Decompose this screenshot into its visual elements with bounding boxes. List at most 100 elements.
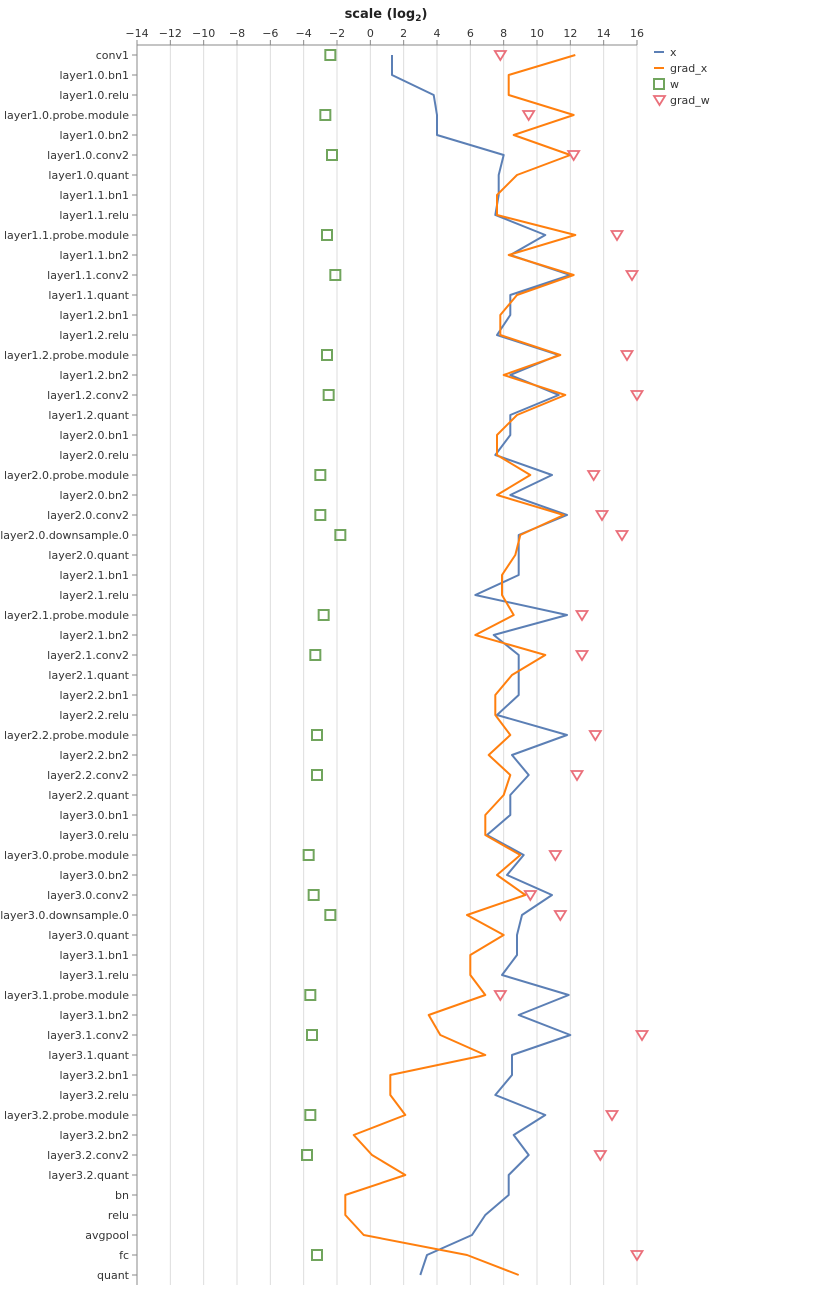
x-tick-label: −4 (296, 27, 312, 40)
y-tick-label: layer1.1.bn1 (59, 189, 129, 202)
y-tick-label: layer2.1.relu (59, 589, 129, 602)
y-tick-label: layer1.2.relu (59, 329, 129, 342)
series-grad-w-point (624, 270, 640, 282)
x-tick-label: 10 (530, 27, 544, 40)
series-w-point (319, 109, 332, 121)
series-grad-w-point (574, 610, 590, 622)
legend-w-label: w (670, 78, 679, 91)
y-tick-label: layer2.1.bn2 (59, 629, 129, 642)
series-grad-x-line (344, 54, 577, 1276)
y-tick-label: layer1.0.quant (48, 169, 129, 182)
series-grad-w-point (566, 150, 581, 162)
y-tick-label: layer1.2.conv2 (47, 389, 129, 402)
x-tick-label: −12 (159, 27, 182, 40)
series-w-point (311, 1249, 323, 1261)
series-grad-w-point (593, 1150, 608, 1162)
series-grad-w-point (588, 730, 603, 742)
x-tick-label: 12 (563, 27, 577, 40)
series-grad-w-point (569, 770, 585, 782)
series-grad-w-point (553, 910, 568, 922)
series-grad-w-point (493, 990, 508, 1002)
y-tick-label: layer3.1.relu (59, 969, 129, 982)
x-tick-label: 16 (630, 27, 644, 40)
series-grad-w-point (629, 1250, 645, 1262)
series-w-point (324, 909, 337, 921)
series-x-line (391, 55, 572, 1276)
y-tick-label: layer2.1.bn1 (59, 569, 129, 582)
y-tick-label: layer1.0.probe.module (4, 109, 129, 122)
y-tick-label: layer2.2.quant (48, 789, 129, 802)
y-tick-label: layer1.0.conv2 (47, 149, 129, 162)
y-tick-label: layer2.2.bn2 (59, 749, 129, 762)
y-tick-label: layer2.0.bn2 (59, 489, 129, 502)
y-tick-label: layer1.2.bn1 (59, 309, 129, 322)
series-w-point (309, 649, 322, 661)
y-tick-label: layer3.0.downsample.0 (0, 909, 129, 922)
y-tick-label: layer2.2.probe.module (4, 729, 129, 742)
x-tick-label: −8 (229, 27, 245, 40)
y-tick-label: layer3.2.relu (59, 1089, 129, 1102)
y-tick-label: layer3.1.conv2 (47, 1029, 129, 1042)
y-tick-label: layer2.0.downsample.0 (0, 529, 129, 542)
y-tick-label: layer2.0.probe.module (4, 469, 129, 482)
y-tick-label: layer2.0.quant (48, 549, 129, 562)
y-tick-label: layer1.0.bn1 (59, 69, 129, 82)
series-w-point (307, 889, 320, 901)
y-tick-label: layer1.2.bn2 (59, 369, 129, 382)
y-tick-label: layer1.1.conv2 (47, 269, 129, 282)
y-tick-label: layer2.0.conv2 (47, 509, 129, 522)
series-grad-w-point (594, 510, 610, 522)
series-w-point (322, 389, 335, 401)
series-grad-w-point (574, 650, 590, 662)
grid-lines (136, 45, 638, 1285)
series-w-point (301, 1149, 313, 1161)
legend-grad-x-label: grad_x (670, 62, 708, 75)
y-tick-label: layer3.1.bn2 (59, 1009, 129, 1022)
y-tick-label: layer1.1.quant (48, 289, 129, 302)
x-tick-label: 6 (467, 27, 474, 40)
y-tick-label: layer2.1.probe.module (4, 609, 129, 622)
y-tick-label: quant (97, 1269, 130, 1282)
y-tick-label: layer2.0.bn1 (59, 429, 129, 442)
x-tick-label: −6 (262, 27, 278, 40)
series-grad-w-point (493, 50, 508, 62)
series-grad-w-point (523, 890, 538, 902)
y-tick-label: layer3.0.conv2 (47, 889, 129, 902)
y-tick-label: layer3.1.bn1 (59, 949, 129, 962)
y-tick-label: layer1.1.bn2 (59, 249, 129, 262)
y-tick-label: layer3.2.conv2 (47, 1149, 129, 1162)
y-tick-label: layer3.0.bn2 (59, 869, 129, 882)
legend-w-symbol (653, 78, 665, 90)
x-tick-label: 2 (400, 27, 407, 40)
legend-x-label: x (670, 46, 677, 59)
y-tick-label: layer3.2.quant (48, 1169, 129, 1182)
x-tick-label: −10 (192, 27, 215, 40)
series-grad-w-point (548, 850, 563, 862)
series-w-point (329, 269, 342, 281)
x-tick-label: 4 (434, 27, 441, 40)
x-axis: scale (log2) −14 −12 −10 −8 −6 −4 −2 0 2 4 6 8 10 12 1… (125, 7, 644, 45)
series-grad-w-point (629, 390, 645, 402)
x-tick-label: −14 (125, 27, 148, 40)
y-tick-label: layer1.0.relu (59, 89, 129, 102)
y-tick-label: layer3.1.probe.module (4, 989, 129, 1002)
plot-frame (136, 44, 637, 1285)
x-axis-title-end: ) (421, 7, 427, 22)
y-tick-label: layer2.2.relu (59, 709, 129, 722)
x-tick-label: 14 (597, 27, 611, 40)
y-axis: conv1 layer1.0.bn1 layer1.0.relu layer1.0.p… (0, 49, 137, 1282)
legend-grad-w-label: grad_w (670, 94, 710, 107)
y-tick-label: layer2.2.conv2 (47, 769, 129, 782)
series-grad-w-point (586, 470, 601, 482)
series-w-point (311, 729, 323, 741)
y-tick-label: conv1 (96, 49, 129, 62)
series-w-point (324, 49, 337, 61)
y-tick-label: layer1.2.quant (48, 409, 129, 422)
x-axis-title-main: scale (log (345, 7, 416, 22)
y-tick-label: layer1.0.bn2 (59, 129, 129, 142)
y-tick-label: layer2.1.conv2 (47, 649, 129, 662)
y-tick-label: bn (115, 1189, 129, 1202)
y-tick-label: layer1.1.probe.module (4, 229, 129, 242)
y-tick-label: layer1.2.probe.module (4, 349, 129, 362)
